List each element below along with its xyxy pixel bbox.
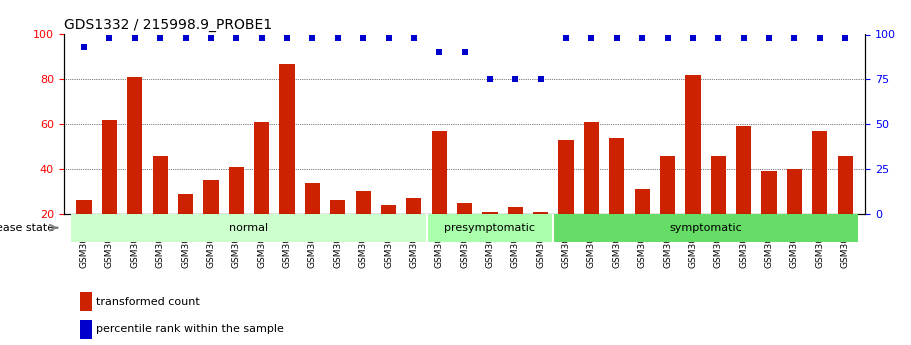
Bar xyxy=(457,203,472,214)
Text: disease state: disease state xyxy=(0,223,55,233)
Bar xyxy=(280,64,294,214)
Bar xyxy=(203,180,219,214)
Bar xyxy=(80,320,92,339)
Bar xyxy=(102,120,117,214)
FancyBboxPatch shape xyxy=(71,214,426,242)
Bar xyxy=(152,156,168,214)
Text: percentile rank within the sample: percentile rank within the sample xyxy=(96,325,283,334)
Text: transformed count: transformed count xyxy=(96,297,200,306)
Bar xyxy=(128,77,142,214)
Bar xyxy=(609,138,624,214)
Bar xyxy=(507,207,523,214)
Bar xyxy=(711,156,726,214)
Bar xyxy=(229,167,244,214)
Bar xyxy=(330,200,345,214)
Text: symptomatic: symptomatic xyxy=(670,223,742,233)
Text: GDS1332 / 215998.9_PROBE1: GDS1332 / 215998.9_PROBE1 xyxy=(64,18,271,32)
Bar xyxy=(558,140,574,214)
Bar xyxy=(813,131,827,214)
Bar xyxy=(685,75,701,214)
Bar xyxy=(762,171,777,214)
Bar xyxy=(432,131,447,214)
Bar xyxy=(736,126,752,214)
Bar xyxy=(305,183,320,214)
Bar xyxy=(355,191,371,214)
Bar xyxy=(533,211,548,214)
Bar xyxy=(178,194,193,214)
Bar xyxy=(837,156,853,214)
Text: presymptomatic: presymptomatic xyxy=(445,223,536,233)
Bar xyxy=(381,205,396,214)
Bar xyxy=(584,122,599,214)
Bar xyxy=(787,169,802,214)
Bar xyxy=(406,198,422,214)
Bar xyxy=(482,211,497,214)
Bar xyxy=(635,189,650,214)
Bar xyxy=(77,200,92,214)
Bar xyxy=(80,292,92,311)
Bar xyxy=(254,122,270,214)
FancyBboxPatch shape xyxy=(553,214,858,242)
FancyBboxPatch shape xyxy=(426,214,553,242)
Bar xyxy=(660,156,675,214)
Text: normal: normal xyxy=(230,223,269,233)
